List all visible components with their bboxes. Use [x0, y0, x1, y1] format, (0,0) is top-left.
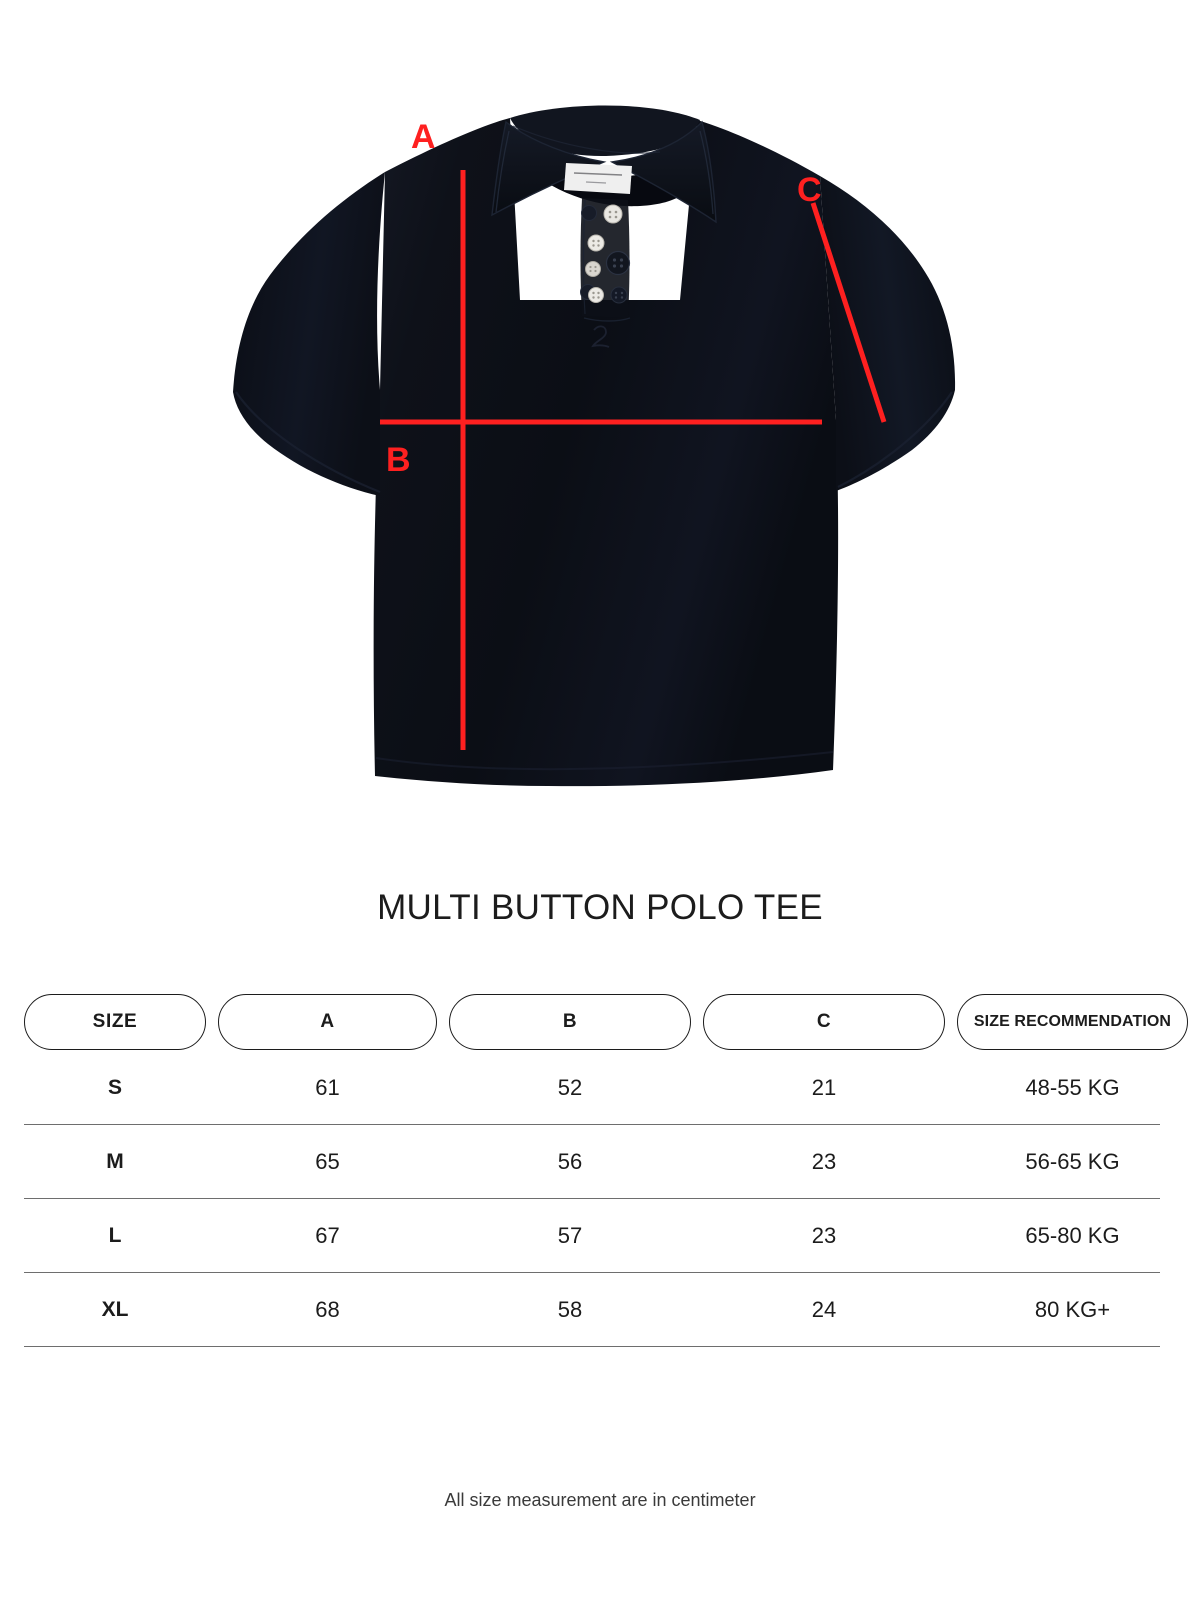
- table-row: S 61 52 21 48-55 KG: [24, 1051, 1176, 1124]
- button-white-2: [587, 234, 605, 252]
- table-row: M 65 56 23 56-65 KG: [24, 1125, 1176, 1198]
- row-divider: [24, 1272, 1160, 1273]
- cell-b: 57: [557, 1222, 583, 1248]
- measure-label-a: A: [411, 118, 436, 156]
- cell-a: 65: [315, 1148, 340, 1174]
- buttons-group: [580, 204, 631, 304]
- cell-a: 61: [315, 1074, 340, 1100]
- right-sleeve: [820, 176, 956, 491]
- bottom-hem: [375, 751, 834, 771]
- cell-b: 58: [557, 1296, 583, 1322]
- cell-size: XL: [101, 1297, 129, 1321]
- cell-c: 23: [811, 1222, 837, 1248]
- cell-a: 67: [315, 1222, 340, 1248]
- table-header-b: B: [449, 994, 691, 1050]
- table-header-size: SIZE: [24, 994, 206, 1050]
- table-header-row: SIZE A B C SIZE RECOMMENDATION: [24, 993, 1188, 1051]
- table-header-size-recommendation: SIZE RECOMMENDATION: [957, 994, 1188, 1050]
- row-divider: [24, 1124, 1160, 1125]
- cell-a: 68: [315, 1296, 340, 1322]
- button-dark-1: [581, 205, 597, 221]
- cell-c: 23: [811, 1148, 837, 1174]
- measure-label-c: C: [797, 171, 822, 209]
- polo-tee-illustration: [233, 105, 956, 787]
- collar: [491, 105, 717, 224]
- cell-c: 24: [811, 1296, 837, 1322]
- page-title: MULTI BUTTON POLO TEE: [377, 888, 823, 927]
- cell-recommendation: 80 KG+: [1034, 1296, 1111, 1322]
- table-header-c-label: C: [816, 1011, 832, 1032]
- size-chart-table: SIZE A B C SIZE RECOMMENDATION S 61 52 2…: [24, 993, 1188, 1347]
- brand-label-tag: [564, 163, 632, 194]
- button-white-1: [603, 204, 623, 224]
- product-photo: A B C: [233, 105, 956, 787]
- cell-recommendation: 56-65 KG: [1025, 1148, 1120, 1174]
- button-white-4: [588, 287, 604, 303]
- table-row: XL 68 58 24 80 KG+: [24, 1273, 1176, 1346]
- cell-size: L: [108, 1223, 122, 1247]
- table-row: L 67 57 23 65-80 KG: [24, 1199, 1176, 1272]
- cell-b: 52: [557, 1074, 583, 1100]
- table-header-a: A: [218, 994, 437, 1050]
- cell-b: 56: [557, 1148, 583, 1174]
- cell-recommendation: 65-80 KG: [1025, 1222, 1120, 1248]
- left-sleeve: [233, 172, 385, 496]
- cell-size: S: [107, 1075, 122, 1099]
- measure-line-c: [810, 202, 887, 423]
- measure-label-b: B: [386, 441, 411, 479]
- table-header-b-label: B: [562, 1011, 578, 1032]
- measurement-unit-note: All size measurement are in centimeter: [444, 1490, 756, 1510]
- table-header-size-label: SIZE: [92, 1011, 138, 1032]
- row-divider: [24, 1346, 1160, 1347]
- cell-c: 21: [811, 1074, 837, 1100]
- button-dark-3: [605, 250, 631, 276]
- table-header-c: C: [703, 994, 945, 1050]
- garment-body: [373, 118, 839, 787]
- button-dark-4: [610, 286, 628, 304]
- measurement-lines: [380, 170, 887, 750]
- cell-size: M: [106, 1149, 124, 1173]
- cell-recommendation: 48-55 KG: [1025, 1074, 1120, 1100]
- button-white-3: [585, 261, 601, 277]
- table-header-a-label: A: [320, 1011, 335, 1032]
- row-divider: [24, 1198, 1160, 1199]
- table-header-size-recommendation-label: SIZE RECOMMENDATION: [973, 1013, 1172, 1030]
